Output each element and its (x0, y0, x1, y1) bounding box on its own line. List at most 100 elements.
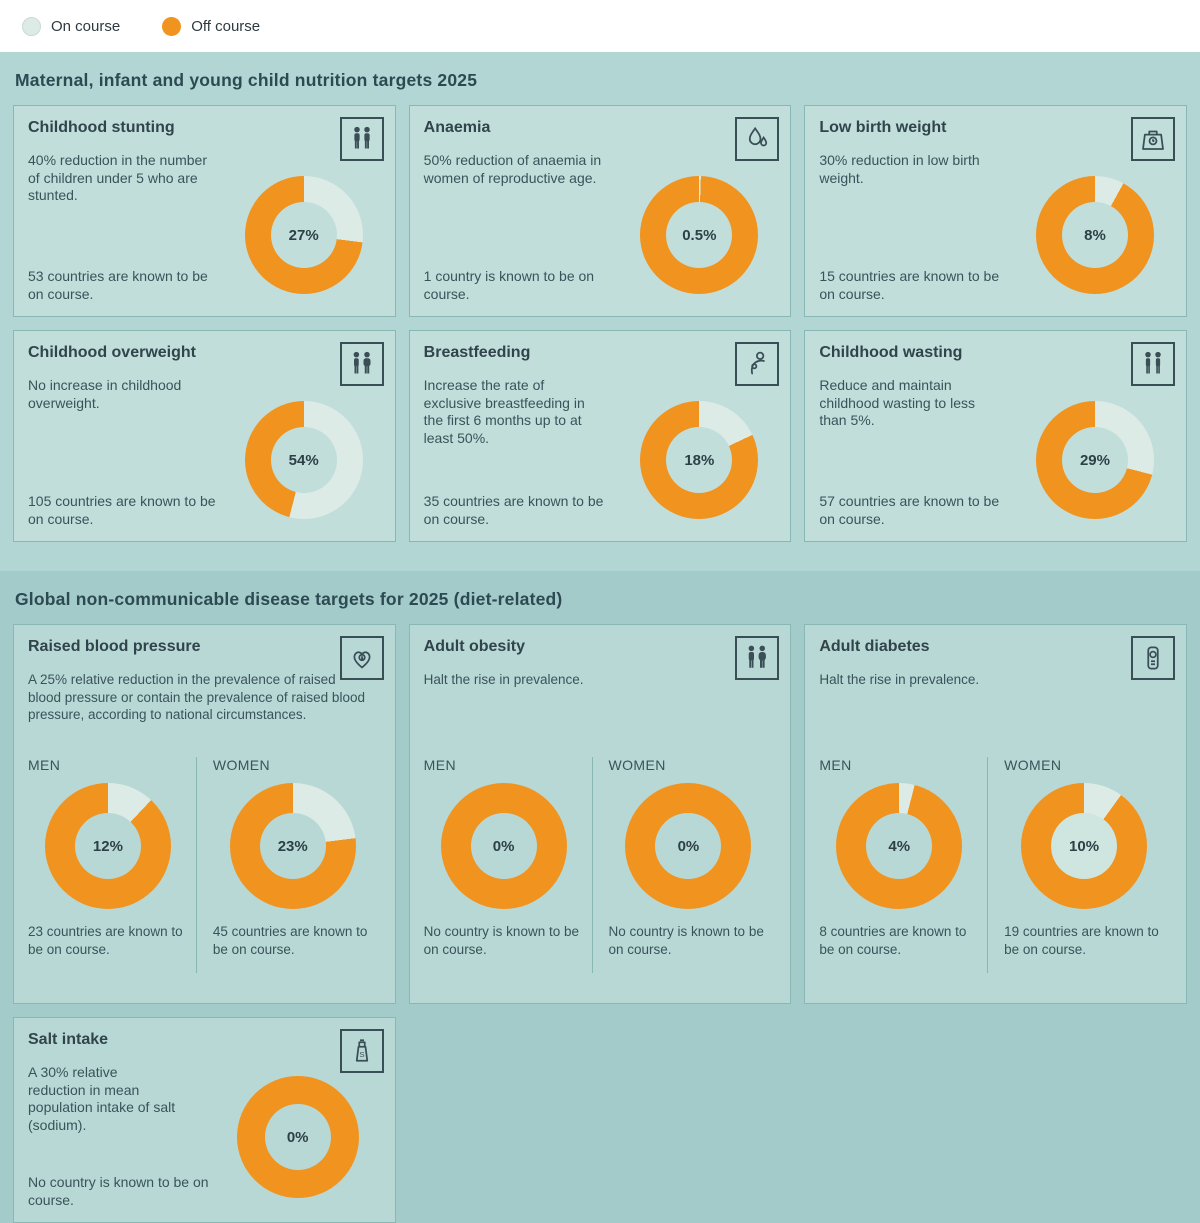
countries-on-course: No country is known to be on course. (608, 924, 764, 957)
card-title: Adult obesity (423, 638, 525, 655)
card-description: A 25% relative reduction in the prevalen… (28, 672, 365, 723)
donut-chart: 10% (1021, 783, 1148, 909)
empty-cell (409, 1017, 792, 1223)
group-men: MEN 4% 8 countries are known to be on co… (819, 757, 987, 973)
group-label: WOMEN (1004, 757, 1062, 773)
countries-on-course: 105 countries are known to be on course. (28, 493, 216, 527)
donut-hole: 0.5% (666, 202, 733, 268)
card-childhood-wasting: Childhood wasting Reduce and maintain ch… (804, 330, 1187, 542)
group-women: WOMEN 23% 45 countries are known to be o… (195, 757, 381, 973)
donut-chart: 54% (244, 401, 363, 519)
card-description: Halt the rise in prevalence. (423, 672, 584, 687)
mother-baby-icon (735, 342, 780, 386)
countries-on-course: 1 country is known to be on course. (423, 268, 595, 302)
salt-shaker-icon: S (339, 1029, 384, 1073)
group-label: WOMEN (608, 757, 666, 773)
card-description: Increase the rate of exclusive breastfee… (423, 377, 585, 446)
card-salt-intake: Salt intake S A 30% relative reduction i… (13, 1017, 396, 1223)
donut-percent-label: 12% (92, 837, 123, 855)
donut-chart: 12% (44, 783, 171, 909)
water-drops-icon (735, 117, 780, 161)
donut-percent-label: 10% (1069, 837, 1100, 855)
children-icon (339, 342, 384, 386)
legend-bar: On course Off course (0, 0, 1200, 52)
card-title: Low birth weight (819, 119, 947, 136)
group-women: WOMEN 10% 19 countries are known to be o… (987, 757, 1172, 973)
ncd-targets-section: Global non-communicable disease targets … (0, 571, 1200, 1223)
donut-hole: 54% (270, 427, 337, 493)
group-label: MEN (819, 757, 852, 773)
donut-chart: 0% (236, 1076, 359, 1198)
children-icon (1130, 342, 1175, 386)
card-description: A 30% relative reduction in mean populat… (28, 1064, 176, 1133)
card-low-birth-weight: Low birth weight 30% reduction in low bi… (804, 105, 1187, 317)
card-description: Halt the rise in prevalence. (819, 672, 980, 687)
card-title: Childhood wasting (819, 344, 963, 361)
legend-on-course: On course (22, 16, 120, 36)
gender-groups: MEN 4% 8 countries are known to be on co… (819, 757, 1172, 973)
card-title: Breastfeeding (423, 344, 531, 361)
donut-hole: 4% (866, 813, 933, 879)
countries-on-course: 19 countries are known to be on course. (1004, 924, 1159, 957)
card-childhood-overweight: Childhood overweight No increase in chil… (13, 330, 396, 542)
donut-percent-label: 27% (288, 226, 319, 244)
card-title: Childhood stunting (28, 119, 175, 136)
donut-hole: 0% (264, 1104, 331, 1170)
adults-icon (735, 636, 780, 680)
donut-chart: 8% (1035, 176, 1154, 294)
glucose-meter-icon (1130, 636, 1175, 680)
donut-percent-label: 29% (1079, 451, 1110, 469)
donut-hole: 18% (666, 427, 733, 493)
donut-hole: 0% (655, 813, 722, 879)
card-description: 30% reduction in low birth weight. (819, 152, 980, 186)
ncd-targets-grid: Raised blood pressure A 25% relative red… (13, 624, 1187, 1004)
donut-chart: 29% (1035, 401, 1154, 519)
empty-cell (804, 1017, 1187, 1223)
group-men: MEN 0% No country is known to be on cour… (424, 757, 592, 973)
salt-grid: Salt intake S A 30% relative reduction i… (13, 1017, 1187, 1223)
nutrition-targets-grid-row2: Childhood overweight No increase in chil… (13, 330, 1187, 542)
svg-text:S: S (359, 1050, 364, 1059)
children-icon (339, 117, 384, 161)
donut-hole: 12% (74, 813, 141, 879)
legend-off-course-label: Off course (191, 17, 261, 35)
nutrition-targets-grid-row1: Childhood stunting 40% reduction in the … (13, 105, 1187, 317)
card-title: Adult diabetes (819, 638, 930, 655)
scale-icon (1130, 117, 1175, 161)
legend-off-course: Off course (162, 16, 261, 36)
donut-percent-label: 4% (888, 837, 911, 855)
group-label: WOMEN (212, 757, 271, 773)
heart-icon (339, 636, 384, 680)
card-childhood-stunting: Childhood stunting 40% reduction in the … (13, 105, 396, 317)
donut-hole: 29% (1061, 427, 1128, 493)
donut-hole: 0% (470, 813, 537, 879)
donut-percent-label: 23% (277, 837, 308, 855)
donut-percent-label: 0.5% (682, 226, 717, 244)
donut-chart: 0% (440, 783, 567, 909)
card-description: 50% reduction of anaemia in women of rep… (423, 152, 602, 186)
donut-hole: 23% (259, 813, 326, 879)
on-course-swatch-icon (22, 16, 41, 36)
section-title: Maternal, infant and young child nutriti… (15, 70, 478, 90)
card-breastfeeding: Breastfeeding Increase the rate of exclu… (408, 330, 792, 542)
countries-on-course: 45 countries are known to be on course. (212, 924, 368, 957)
card-title: Childhood overweight (28, 344, 196, 361)
donut-chart: 27% (244, 176, 363, 294)
card-title: Raised blood pressure (28, 638, 201, 655)
donut-percent-label: 0% (286, 1128, 309, 1146)
section-title: Global non-communicable disease targets … (15, 589, 563, 609)
group-men: MEN 12% 23 countries are known to be on … (28, 757, 196, 973)
countries-on-course: 53 countries are known to be on course. (28, 268, 208, 302)
card-anaemia: Anaemia 50% reduction of anaemia in wome… (408, 105, 792, 317)
countries-on-course: 57 countries are known to be on course. (819, 493, 1000, 527)
donut-percent-label: 8% (1084, 226, 1106, 244)
gender-groups: MEN 0% No country is known to be on cour… (424, 757, 777, 973)
countries-on-course: 23 countries are known to be on course. (28, 924, 183, 957)
donut-chart: 18% (640, 401, 759, 519)
donut-chart: 23% (229, 783, 356, 909)
countries-on-course: 15 countries are known to be on course. (819, 268, 1000, 302)
group-women: WOMEN 0% No country is known to be on co… (591, 757, 777, 973)
card-title: Anaemia (423, 119, 491, 136)
off-course-swatch-icon (162, 16, 182, 36)
donut-percent-label: 54% (288, 451, 319, 469)
